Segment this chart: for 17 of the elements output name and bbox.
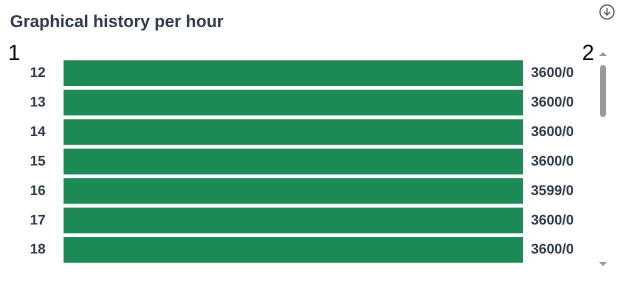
data-label: 3600/0 xyxy=(531,122,574,139)
y-tick-label: 12 xyxy=(30,64,46,80)
y-tick-label: 17 xyxy=(30,211,46,228)
text: 2 xyxy=(582,40,594,66)
data-label: 3600/0 xyxy=(531,93,574,110)
data-label: 3600/0 xyxy=(531,211,574,228)
y-tick-label: 14 xyxy=(30,122,46,139)
y-tick-label: 13 xyxy=(30,93,46,110)
data-label: 3600/0 xyxy=(531,152,574,168)
chart-title: Graphical history per hour xyxy=(10,12,224,32)
text: 1 xyxy=(8,40,20,66)
y-tick-label: 18 xyxy=(30,240,46,257)
y-tick-label: 15 xyxy=(30,152,46,168)
data-label: 3599/0 xyxy=(530,182,574,198)
data-label: 3600/0 xyxy=(531,64,574,80)
y-tick-label: 16 xyxy=(30,182,46,198)
data-label: 3600/0 xyxy=(531,240,574,257)
